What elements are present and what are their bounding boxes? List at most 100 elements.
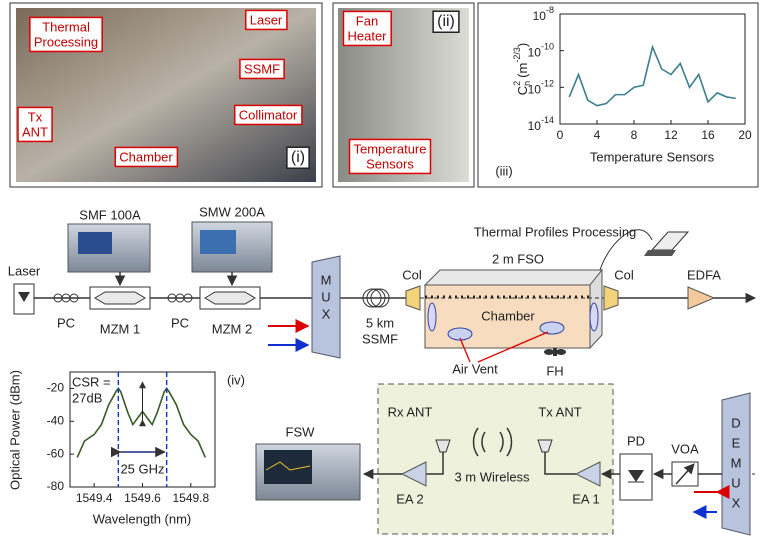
y-tick-label: -60: [47, 446, 65, 460]
window: [590, 303, 598, 331]
panel-tag: (iii): [495, 163, 512, 178]
photo-label: Temperature: [354, 141, 427, 156]
photo-label: Heater: [347, 28, 387, 43]
photo-label: Collimator: [239, 107, 298, 122]
label: X: [322, 306, 331, 321]
y-tick-label: 10-14: [528, 115, 554, 133]
x-tick-label: 16: [701, 128, 715, 142]
laptop-base: [644, 250, 676, 256]
photo-label: (ii): [437, 13, 455, 30]
tick-base: 10: [528, 119, 542, 133]
label: 2 m FSO: [492, 251, 544, 266]
window: [428, 303, 436, 331]
plot-iii: 10-810-1010-1210-14048121620Temperature …: [495, 5, 752, 178]
label: Thermal Profiles Processing: [474, 224, 637, 239]
label-part: (m: [515, 63, 530, 78]
photo-label: Processing: [34, 34, 98, 49]
label: Chamber: [481, 308, 535, 323]
photo-label: Thermal: [42, 19, 90, 34]
label: X: [732, 495, 741, 510]
y-tick-label: -20: [47, 381, 65, 395]
label: VOA: [671, 441, 699, 456]
photo-label: Sensors: [366, 156, 414, 171]
label: SSMF: [362, 331, 398, 346]
x-tick-label: 1549.6: [124, 491, 161, 505]
label-part: ): [515, 43, 530, 47]
x-tick-label: 20: [738, 128, 752, 142]
x-tick-label: 0: [557, 128, 564, 142]
tick-power: -8: [546, 5, 554, 15]
tick-power: -14: [541, 115, 554, 125]
photo-label: Tx: [28, 109, 43, 124]
panel-tag: (iv): [227, 372, 245, 387]
x-axis-label: Wavelength (nm): [93, 511, 192, 526]
photo-label: Fan: [356, 13, 378, 28]
collimator: [604, 286, 618, 310]
y-axis-label: Optical Power (dBm): [7, 370, 22, 490]
label: 3 m Wireless: [454, 469, 530, 484]
label: Col: [614, 267, 634, 282]
label: Col: [402, 267, 422, 282]
screen: [200, 230, 236, 254]
y-tick-label: -40: [47, 413, 65, 427]
label: E: [732, 435, 741, 450]
x-tick-label: 8: [631, 128, 638, 142]
label-part: C: [515, 86, 530, 95]
y-tick-label: 10-8: [533, 5, 554, 23]
label: Air Vent: [452, 361, 498, 376]
x-axis-label: Temperature Sensors: [590, 149, 715, 164]
edfa: [688, 287, 714, 309]
photo-label: Chamber: [119, 149, 173, 164]
collimator: [406, 286, 420, 310]
photo-label: ANT: [22, 124, 48, 139]
label: U: [321, 289, 330, 304]
label: Laser: [8, 263, 41, 278]
x-tick-label: 1549.4: [76, 491, 113, 505]
label: M: [731, 455, 742, 470]
chamber-top: [425, 270, 602, 285]
y-tick-label: -80: [47, 479, 65, 493]
laptop: [652, 232, 688, 250]
y-tick-label: 10-10: [528, 42, 554, 60]
label: PD: [627, 433, 645, 448]
label: MZM 2: [212, 321, 252, 336]
label-part: -2/3: [512, 47, 522, 63]
mzm-arms: [205, 292, 255, 304]
label-part: 2: [512, 81, 522, 86]
label: PC: [171, 315, 189, 330]
mzm-arms: [95, 292, 145, 304]
x-tick-label: 12: [664, 128, 678, 142]
photo-label: SSMF: [244, 61, 280, 76]
plot-frame: [560, 14, 745, 124]
label: EDFA: [687, 267, 721, 282]
label: U: [731, 475, 740, 490]
air-vent: [540, 322, 564, 334]
fan-heater: [544, 348, 566, 356]
label: EA 2: [396, 491, 423, 506]
label: D: [731, 415, 740, 430]
x-tick-label: 1549.8: [172, 491, 209, 505]
label: 5 km: [366, 315, 394, 330]
plot-iv: -20 -40 -60 -80 1549.4 1549.6 1549.8 25 GHz CSR …: [7, 370, 245, 526]
data-line: [569, 47, 736, 106]
annotation: 27dB: [72, 390, 102, 405]
setup-diagram: SMF 100A SMW 200A Laser PC MZM 1 PC MZM …: [8, 204, 755, 535]
label: SMW 200A: [199, 204, 265, 219]
label: M: [321, 272, 332, 287]
label: Rx ANT: [388, 404, 433, 419]
tick-power: -12: [541, 79, 554, 89]
annotation: 25 GHz: [120, 461, 164, 476]
annotation: CSR =: [72, 374, 111, 389]
screen: [78, 232, 112, 254]
label: EA 1: [572, 491, 599, 506]
photo-label: (i): [291, 149, 305, 166]
x-tick-label: 4: [594, 128, 601, 142]
label: MZM 1: [100, 321, 140, 336]
label: FSW: [286, 424, 316, 439]
label: FH: [546, 363, 563, 378]
tick-power: -10: [541, 42, 554, 52]
photo-label: Laser: [250, 12, 283, 27]
figure: ThermalProcessing Laser SSMF Collimator TxAN…: [0, 0, 762, 540]
tick-base: 10: [533, 9, 547, 23]
label-part: n: [522, 81, 532, 86]
